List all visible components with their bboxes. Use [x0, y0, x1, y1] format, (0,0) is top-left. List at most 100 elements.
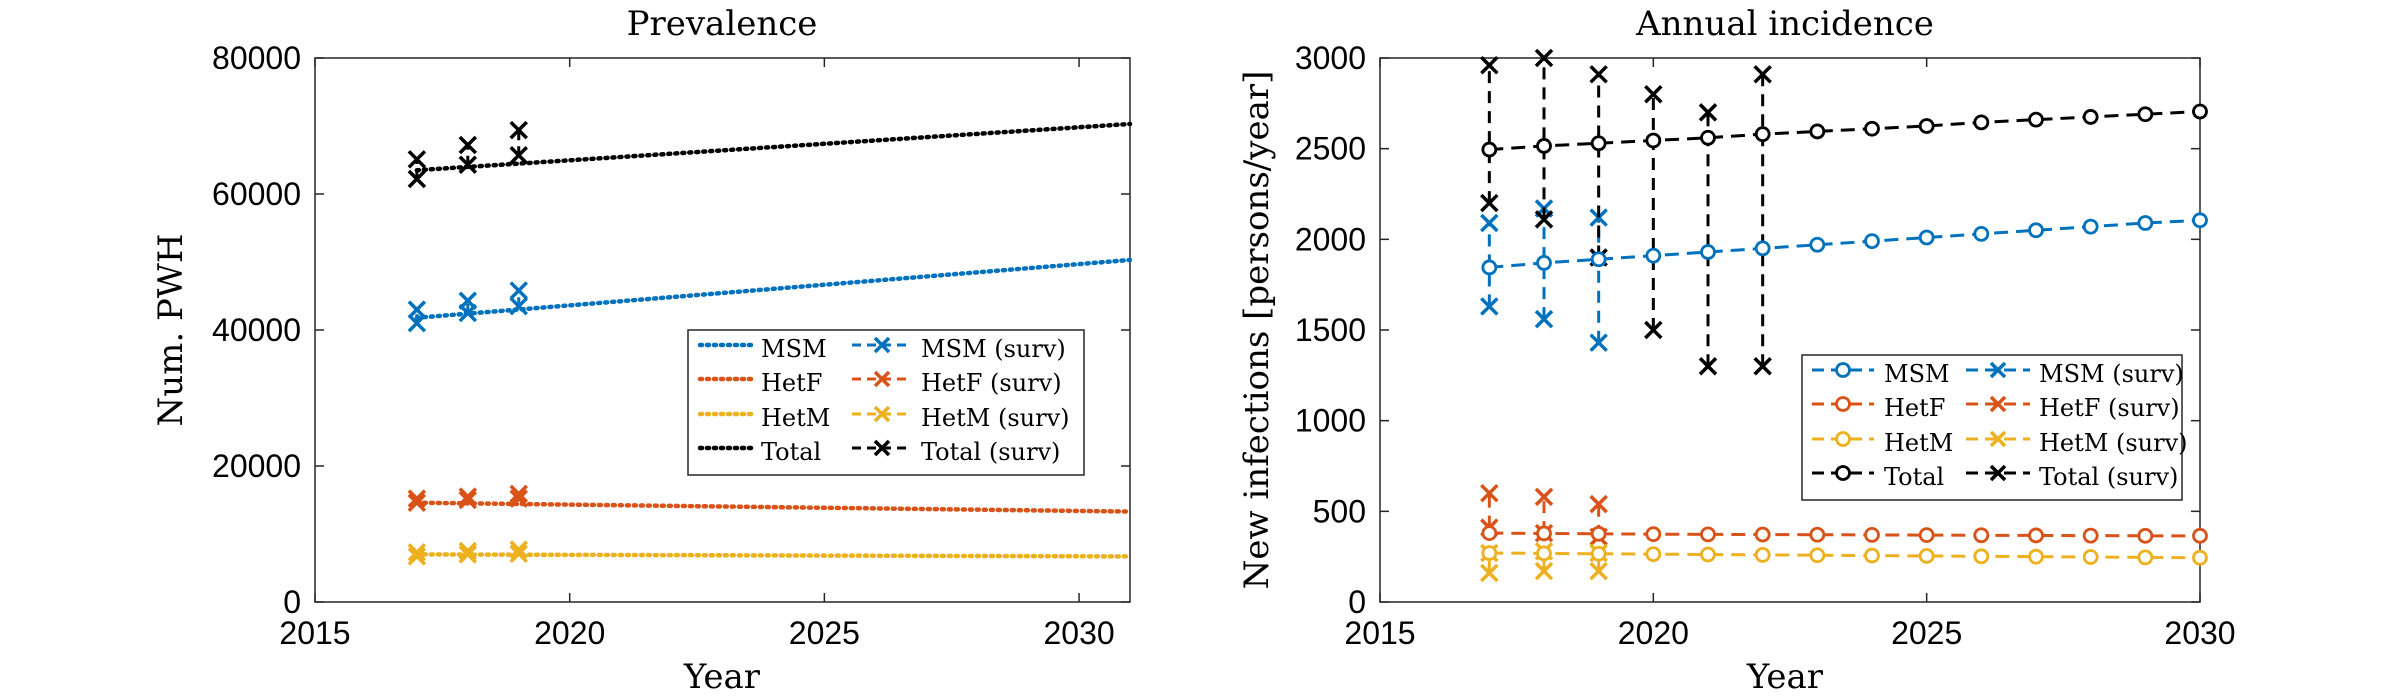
incidence-surv-point-hetm — [1534, 561, 1554, 581]
prevalence-xtick-label: 2015 — [279, 615, 350, 651]
prevalence-legend-label-hetf-surv: HetF (surv) — [921, 369, 1062, 397]
incidence-legend-marker-hetf — [1835, 396, 1851, 412]
incidence-surv-point-total — [1698, 357, 1718, 376]
incidence-xtick-label: 2030 — [2164, 615, 2235, 651]
incidence-point-hetf — [1536, 525, 1552, 542]
prevalence-legend-marker-msm-surv — [873, 336, 891, 354]
prevalence-ytick-label: 20000 — [212, 448, 301, 484]
incidence-point-msm — [1481, 259, 1498, 276]
prevalence-xlabel: Year — [683, 657, 761, 697]
prevalence-surv-point-total — [458, 135, 478, 155]
incidence-point-hetm — [1481, 545, 1498, 561]
incidence-point-msm — [1864, 233, 1880, 250]
incidence-surv-point-total — [1589, 65, 1608, 84]
incidence-point-hetf — [1700, 526, 1716, 543]
prevalence-surv-point-hetf — [458, 490, 478, 510]
incidence-point-msm — [2192, 212, 2208, 229]
prevalence-legend-label-hetf: HetF — [761, 369, 822, 397]
incidence-point-msm — [2137, 215, 2154, 231]
prevalence-ylabel: Num. PWH — [151, 234, 191, 427]
incidence-point-total — [2028, 111, 2044, 128]
prevalence-legend-label-hetm: HetM — [761, 404, 830, 432]
incidence-point-hetm — [2192, 549, 2208, 566]
prevalence-surv-point-msm — [458, 291, 478, 310]
prevalence-surv-point-total — [509, 120, 528, 140]
incidence-ytick-label: 1500 — [1295, 312, 1366, 348]
incidence-point-total — [1918, 118, 1935, 134]
incidence-point-total — [1481, 141, 1498, 158]
incidence-point-msm — [1700, 244, 1716, 260]
incidence-legend-swatch-total-surv — [1966, 464, 2030, 482]
incidence-series-msm — [1489, 218, 2201, 269]
incidence-surv-point-msm — [1480, 213, 1499, 233]
incidence-ytick-label: 2000 — [1295, 221, 1366, 257]
incidence-point-hetf — [1481, 525, 1498, 541]
incidence-point-hetm — [1645, 546, 1662, 563]
incidence-point-hetf — [2137, 527, 2154, 544]
incidence-point-hetm — [2028, 548, 2044, 565]
incidence-title: Annual incidence — [1635, 4, 1934, 44]
incidence-legend-marker-msm-surv — [1989, 361, 2007, 379]
prevalence-ytick-label: 60000 — [212, 176, 301, 212]
incidence-legend-label-msm-surv: MSM (surv) — [2039, 360, 2184, 388]
incidence-legend-label-total-surv: Total (surv) — [2039, 463, 2178, 491]
incidence-point-hetf — [2028, 527, 2044, 544]
incidence-legend-label-hetf-surv: HetF (surv) — [2039, 394, 2180, 422]
prevalence-surv-point-hetm — [458, 545, 478, 564]
prevalence-ytick-label: 40000 — [212, 312, 301, 348]
prevalence-surv-point-hetm — [458, 541, 478, 561]
prevalence-legend-label-msm: MSM — [761, 335, 827, 363]
incidence-legend-swatch-hetf — [1812, 396, 1874, 412]
incidence-surv-point-hetf — [1480, 483, 1499, 503]
incidence-point-msm — [1536, 255, 1552, 271]
prevalence-legend-swatch-hetm-surv — [852, 405, 912, 423]
incidence-point-total — [2137, 106, 2154, 123]
incidence-point-total — [1754, 126, 1771, 143]
incidence-point-hetm — [2082, 549, 2099, 565]
incidence-xtick-label: 2025 — [1891, 615, 1962, 651]
incidence-point-msm — [1918, 229, 1935, 246]
incidence-surv-point-total — [1753, 65, 1772, 84]
prevalence-legend-marker-hetf-surv — [873, 370, 891, 388]
incidence-legend-swatch-msm-surv — [1966, 361, 2030, 379]
incidence-point-msm — [2028, 222, 2044, 239]
prevalence-surv-point-hetf — [407, 489, 427, 508]
prevalence-xtick-label: 2020 — [534, 615, 605, 651]
incidence-point-hetf — [2082, 527, 2099, 544]
prevalence-ytick-label: 0 — [283, 584, 301, 620]
prevalence-legend-swatch-total-surv — [852, 439, 912, 457]
incidence-surv-point-total — [1480, 56, 1499, 75]
incidence-legend-swatch-hetf-surv — [1966, 395, 2030, 413]
incidence-point-msm — [1754, 240, 1771, 257]
incidence-point-msm — [1590, 251, 1607, 268]
incidence-ylabel: New infections [persons/year] — [1237, 71, 1277, 590]
prevalence-legend-marker-hetm-surv — [873, 405, 891, 423]
incidence-point-hetm — [2137, 549, 2154, 566]
incidence-ytick-label: 3000 — [1295, 40, 1366, 76]
prevalence-title: Prevalence — [627, 4, 818, 44]
prevalence-xtick-label: 2025 — [789, 615, 860, 651]
prevalence-legend-marker-total-surv — [873, 439, 891, 457]
incidence-point-total — [1590, 135, 1607, 152]
incidence-point-hetf — [1864, 527, 1880, 543]
incidence-point-msm — [1645, 247, 1662, 264]
incidence-ytick-label: 500 — [1313, 493, 1366, 529]
prevalence-chart: Prevalence Year Num. PWH 2015 2020 2025 203… — [151, 4, 1133, 697]
incidence-point-hetf — [1918, 527, 1935, 543]
incidence-legend-marker-msm — [1835, 362, 1851, 378]
prevalence-legend-label-total-surv: Total (surv) — [921, 438, 1060, 466]
prevalence-series-total — [414, 121, 1133, 173]
incidence-point-hetm — [1754, 546, 1771, 563]
prevalence-surv-point-total — [509, 146, 528, 165]
prevalence-surv-point-hetm — [509, 540, 528, 559]
incidence-point-total — [1700, 129, 1716, 146]
prevalence-surv-point-hetf — [509, 484, 528, 504]
prevalence-legend-label-total: Total — [761, 438, 821, 466]
incidence-legend-swatch-msm — [1812, 362, 1874, 378]
prevalence-legend-swatch-hetf-surv — [852, 370, 912, 388]
prevalence-series-hetf — [414, 500, 1133, 514]
incidence-point-total — [1645, 132, 1662, 149]
incidence-point-hetm — [1590, 545, 1607, 562]
incidence-surv-point-msm — [1589, 333, 1608, 352]
